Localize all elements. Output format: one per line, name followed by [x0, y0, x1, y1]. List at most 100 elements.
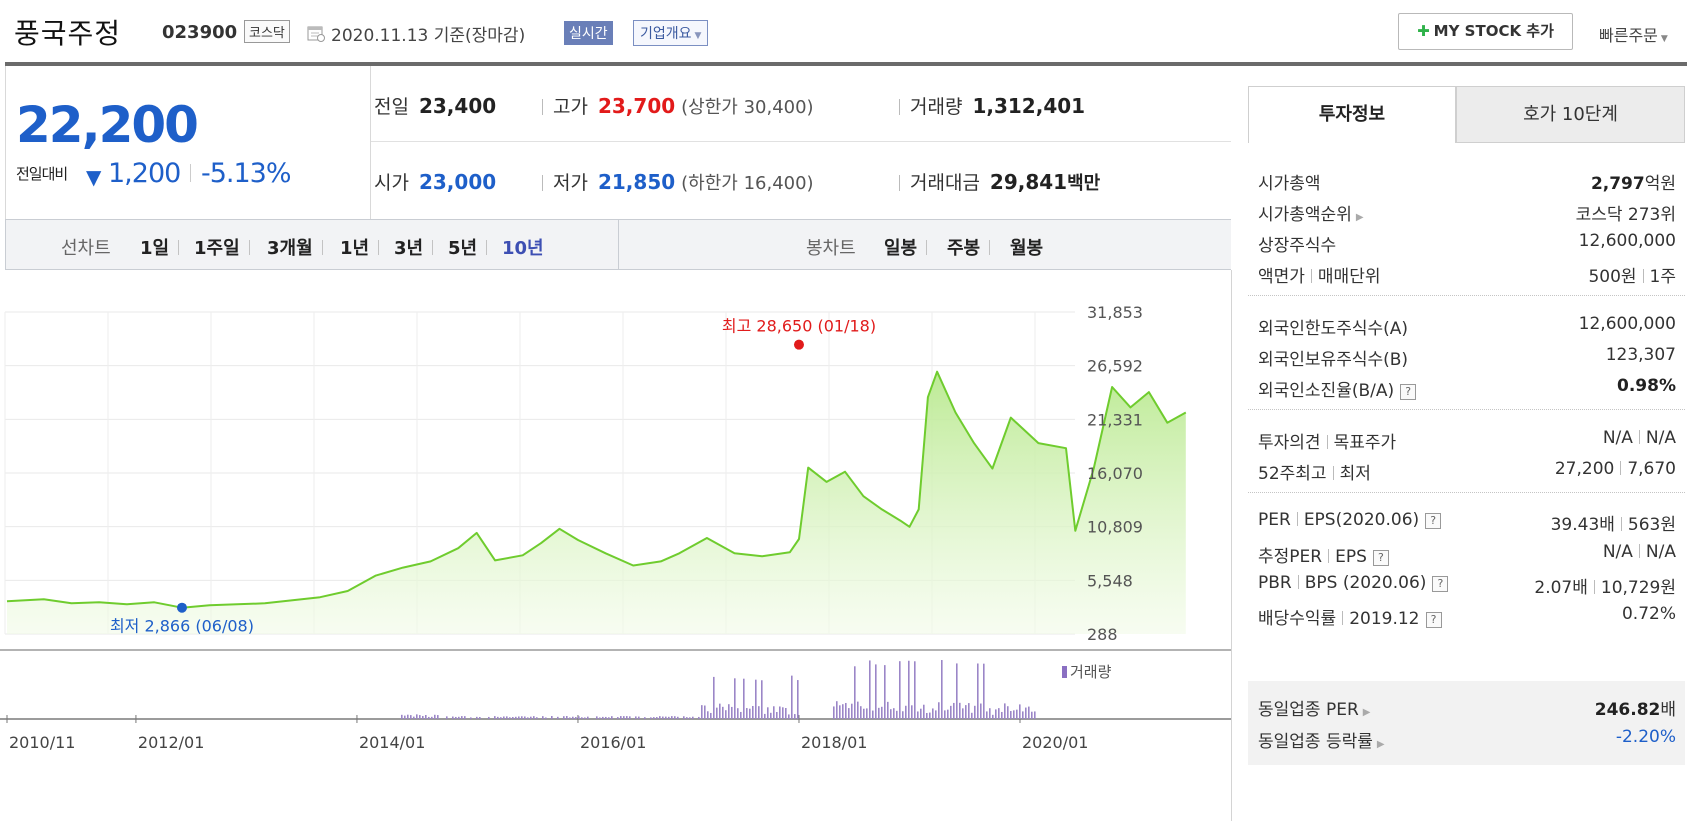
volume-bar: [968, 703, 970, 719]
volume-bar: [509, 717, 511, 719]
divider: [1248, 492, 1685, 493]
est-eps-label: EPS: [1335, 547, 1367, 567]
compare-label: 전일대비: [16, 165, 68, 183]
volume-bar: [623, 716, 625, 719]
tab-daily-candle[interactable]: 일봉: [884, 234, 928, 260]
volume-bar: [872, 710, 874, 719]
volume-bar: [563, 716, 565, 719]
tab-weekly-candle[interactable]: 주봉: [947, 234, 991, 260]
per-value: 39.43배: [1550, 515, 1615, 535]
volume-bar: [797, 680, 799, 719]
volume: 거래량 1,312,401: [899, 92, 1085, 119]
help-icon[interactable]: ?: [1425, 612, 1442, 628]
volume-bar: [683, 716, 685, 719]
x-tick-label: 2020/01: [1022, 733, 1088, 752]
volume-bar: [1016, 709, 1018, 719]
tab-5years[interactable]: 5년: [448, 234, 488, 260]
help-icon[interactable]: ?: [1372, 550, 1389, 566]
max-marker: [793, 339, 804, 350]
amount-label: 거래대금: [910, 172, 980, 194]
volume-bar: [734, 678, 736, 719]
volume-bar: [773, 706, 775, 719]
volume-bar: [1022, 711, 1024, 719]
tab-1week[interactable]: 1주일: [194, 234, 250, 260]
price-chart[interactable]: 31,853 26,592 21,331 16,070 10,809 5,548 288 최고…: [0, 270, 1232, 821]
volume-bar: [404, 715, 406, 719]
sector-per-value: 246.82: [1594, 700, 1661, 720]
tab-label: 1주일: [194, 238, 240, 259]
est-per-label: 추정PER: [1258, 547, 1323, 567]
tab-investment-info[interactable]: 투자정보: [1248, 86, 1456, 143]
volume-bar: [758, 706, 760, 719]
week52-row: 52주최고 최저 27,200 7,670: [1258, 455, 1676, 485]
volume-bar: [914, 661, 916, 719]
volume-bar: [635, 716, 637, 719]
prev-close-value: 23,400: [418, 94, 497, 118]
tab-3months[interactable]: 3개월: [267, 234, 323, 260]
volume-bar: [905, 705, 907, 719]
sector-per-label: 동일업종 PER: [1258, 700, 1359, 720]
volume-bar: [500, 717, 502, 719]
volume-bar: [923, 704, 925, 719]
tab-label: 3년: [394, 238, 424, 259]
tab-orderbook[interactable]: 호가 10단계: [1456, 86, 1685, 143]
tab-1year[interactable]: 1년: [340, 234, 380, 260]
volume-bar: [434, 714, 436, 719]
volume-bar: [692, 716, 694, 719]
help-icon[interactable]: ?: [1425, 513, 1442, 529]
stats-row: 전일 23,400 고가 23,700 (상한가 30,400) 거래량 1,312,4…: [371, 66, 1231, 142]
chevron-right-icon: ▶: [1362, 707, 1371, 718]
stock-header: 풍국주정 023900 코스닥 2020.11.13 기준(장마감) 실시간 기…: [0, 0, 1692, 62]
volume-bar: [488, 716, 490, 719]
volume-bar: [791, 675, 793, 719]
tab-label: 1일: [140, 238, 170, 259]
price-change: 1,200: [108, 158, 181, 189]
volume-bar: [941, 660, 943, 719]
tab-label: 1년: [340, 238, 370, 259]
volume-bar: [719, 703, 721, 719]
quick-order-dropdown[interactable]: 빠른주문 ▼: [1599, 22, 1668, 46]
company-overview-dropdown[interactable]: 기업개요 ▼: [633, 20, 709, 46]
volume-bar: [890, 709, 892, 719]
foreign-limit-row: 외국인한도주식수(A) 12,600,000: [1258, 310, 1676, 340]
help-icon[interactable]: ?: [1432, 576, 1449, 592]
eps-label: EPS(2020.06): [1303, 510, 1420, 530]
volume-bar: [464, 716, 466, 719]
est-per-value: N/A: [1602, 542, 1633, 562]
tab-10years[interactable]: 10년: [502, 234, 544, 260]
volume-bar: [479, 717, 481, 719]
foreign-ratio-label: 외국인소진율(B/A): [1258, 381, 1395, 401]
market-cap-rank-row[interactable]: 시가총액순위 ▶ 코스닥 273위: [1258, 196, 1676, 226]
volume-bar: [929, 712, 931, 719]
volume-bar: [1019, 704, 1021, 719]
sector-rate-row[interactable]: 동일업종 등락률 ▶ -2.20%: [1258, 723, 1676, 753]
high-label: 고가: [553, 96, 588, 118]
volume-bar: [1028, 706, 1030, 719]
tab-label: 10년: [502, 238, 544, 259]
volume-bar: [953, 702, 955, 719]
volume-bar: [977, 663, 979, 719]
tab-label: 월봉: [1010, 238, 1044, 259]
my-stock-add-button[interactable]: ✚ MY STOCK 추가: [1398, 13, 1573, 50]
volume-bar: [689, 717, 691, 719]
volume-bar: [959, 702, 961, 719]
tab-1day[interactable]: 1일: [140, 234, 180, 260]
eps-value: 563원: [1627, 515, 1676, 535]
market-cap-label: 시가총액: [1258, 174, 1321, 194]
foreign-ratio-row: 외국인소진율(B/A)? 0.98%: [1258, 372, 1676, 402]
tab-monthly-candle[interactable]: 월봉: [1010, 234, 1043, 260]
foreign-limit-value: 12,600,000: [1578, 314, 1676, 334]
tab-3years[interactable]: 3년: [394, 234, 434, 260]
volume-bar: [584, 717, 586, 719]
volume-bar: [494, 716, 496, 719]
volume-legend: 거래량: [1070, 663, 1112, 681]
sector-per-row[interactable]: 동일업종 PER ▶ 246.82배: [1258, 691, 1676, 721]
volume-bar: [965, 705, 967, 719]
dividend-value: 0.72%: [1621, 604, 1676, 624]
realtime-button[interactable]: 실시간: [564, 21, 613, 45]
face-value-label: 액면가: [1258, 267, 1305, 287]
volume-bars: [401, 660, 1036, 719]
volume-bar: [521, 716, 523, 719]
help-icon[interactable]: ?: [1400, 384, 1417, 400]
volume-bar: [668, 716, 670, 719]
